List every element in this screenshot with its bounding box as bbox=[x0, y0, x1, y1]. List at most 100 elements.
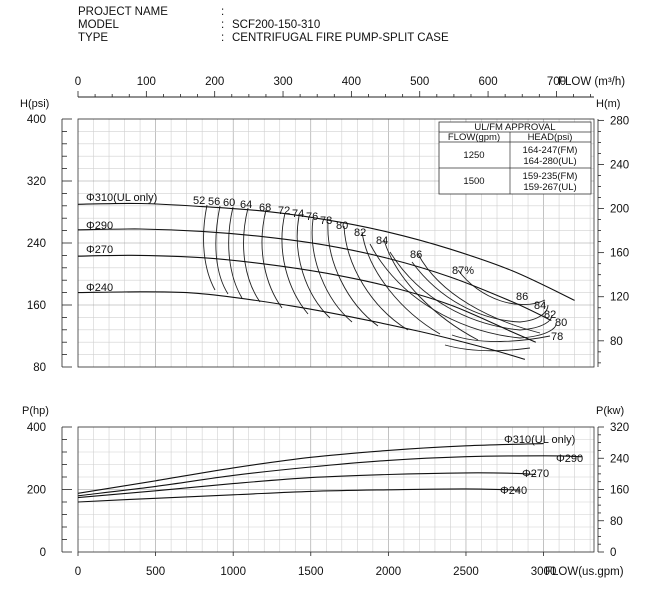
power-plot-frame bbox=[77, 426, 595, 553]
head-curve-2 bbox=[77, 254, 537, 343]
power-kw-tick-label: 240 bbox=[610, 453, 629, 465]
head-psi-tick-label: 240 bbox=[27, 238, 46, 250]
efficiency-isoline bbox=[369, 243, 557, 339]
efficiency-isolines bbox=[203, 204, 557, 352]
flow-gpm-tick-label: 500 bbox=[146, 566, 165, 578]
efficiency-isoline bbox=[417, 253, 541, 334]
efficiency-isoline bbox=[281, 212, 309, 315]
flow-m3h-axis: FLOW (m³/h) 0 100 200 300 400 500 600 700 bbox=[75, 76, 625, 98]
head-curve-label-310: Φ310(UL only) bbox=[86, 192, 157, 204]
approval-flow-1250: 1250 bbox=[463, 150, 484, 161]
flow-m3h-axis-label: FLOW (m³/h) bbox=[558, 76, 625, 88]
efficiency-isoline bbox=[215, 205, 229, 295]
model-value: SCF200-150-310 bbox=[232, 19, 321, 31]
head-curve-label-240: Φ240 bbox=[86, 282, 113, 294]
power-curves bbox=[77, 443, 583, 503]
power-curve-2 bbox=[77, 472, 536, 499]
head-m-tick-label: 80 bbox=[610, 336, 623, 348]
efficiency-label: 84 bbox=[534, 300, 546, 312]
flow-m3h-tick-label: 600 bbox=[478, 76, 497, 88]
efficiency-label: 60 bbox=[223, 197, 235, 209]
efficiency-isoline bbox=[296, 215, 331, 319]
flow-m3h-tick-label: 0 bbox=[75, 76, 81, 88]
project-name-colon: : bbox=[221, 6, 225, 18]
approval-col-flow: FLOW(gpm) bbox=[448, 132, 500, 143]
efficiency-label: 84 bbox=[376, 235, 388, 247]
efficiency-labels: 52 56 60 64 68 72 74 76 78 80 82 84 86 8… bbox=[193, 195, 567, 343]
efficiency-isoline bbox=[327, 221, 379, 327]
efficiency-label: 78 bbox=[551, 331, 563, 343]
efficiency-isoline bbox=[444, 344, 531, 352]
power-curve-3 bbox=[77, 488, 521, 503]
efficiency-label: 72 bbox=[278, 205, 290, 217]
head-psi-tick-label: 160 bbox=[27, 300, 46, 312]
power-curve-1 bbox=[77, 455, 583, 497]
efficiency-label: 82 bbox=[354, 227, 366, 239]
flow-gpm-tick-label: 2000 bbox=[376, 566, 402, 578]
head-curves bbox=[77, 202, 575, 360]
flow-gpm-tick-label: 2500 bbox=[453, 566, 479, 578]
efficiency-isoline bbox=[361, 231, 441, 335]
flow-m3h-tick-label: 100 bbox=[137, 76, 156, 88]
power-curve-label-270: Φ270 bbox=[522, 468, 549, 480]
efficiency-isoline bbox=[411, 261, 549, 323]
approval-col-head: HEAD(psi) bbox=[528, 132, 573, 143]
head-curve-1 bbox=[77, 228, 552, 321]
power-hp-tick-label: 200 bbox=[27, 485, 46, 497]
head-axes: H(psi) H(m) 80 160 240 320 400 80 120 160 200 240… bbox=[20, 98, 629, 374]
power-curve-label-240: Φ240 bbox=[500, 485, 527, 497]
power-kw-tick-label: 160 bbox=[610, 485, 629, 497]
efficiency-isoline bbox=[457, 269, 546, 306]
efficiency-isoline bbox=[243, 207, 261, 303]
efficiency-label: 86 bbox=[516, 291, 528, 303]
approval-head-ul-1500: 159-267(UL) bbox=[523, 182, 576, 193]
type-label: TYPE bbox=[78, 32, 109, 44]
efficiency-isoline bbox=[261, 209, 283, 309]
power-kw-tick-label: 80 bbox=[610, 516, 623, 528]
head-plot-frame bbox=[77, 118, 595, 368]
flow-gpm-tick-label: 0 bbox=[75, 566, 81, 578]
efficiency-label: 87% bbox=[452, 265, 474, 277]
power-curve-0 bbox=[77, 443, 544, 494]
head-curve-label-290: Φ290 bbox=[86, 220, 113, 232]
type-value: CENTRIFUGAL FIRE PUMP-SPLIT CASE bbox=[232, 32, 449, 44]
approval-head-ul-1250: 164-280(UL) bbox=[523, 156, 576, 167]
head-psi-tick-label: 80 bbox=[33, 362, 46, 374]
approval-title: UL/FM APPROVAL bbox=[474, 122, 555, 133]
efficiency-label: 64 bbox=[240, 199, 252, 211]
power-axes: P(hp) P(kw) 0 200 400 0 80 160 240 320 bbox=[22, 405, 629, 559]
efficiency-label: 80 bbox=[336, 220, 348, 232]
flow-gpm-axis-label: FLOW(us.gpm) bbox=[545, 566, 624, 578]
efficiency-label: 82 bbox=[544, 309, 556, 321]
power-hp-axis-label: P(hp) bbox=[22, 405, 49, 417]
efficiency-isoline bbox=[343, 225, 409, 331]
efficiency-label: 80 bbox=[555, 317, 567, 329]
project-name-label: PROJECT NAME bbox=[78, 6, 168, 18]
head-m-axis-label: H(m) bbox=[596, 98, 620, 110]
model-label: MODEL bbox=[78, 19, 119, 31]
efficiency-isoline bbox=[383, 239, 479, 341]
head-curve-3 bbox=[77, 291, 526, 360]
model-colon: : bbox=[221, 19, 225, 31]
efficiency-label: 86 bbox=[410, 249, 422, 261]
head-m-tick-label: 160 bbox=[610, 248, 629, 260]
power-kw-tick-label: 320 bbox=[610, 422, 629, 434]
head-psi-axis-label: H(psi) bbox=[20, 98, 49, 110]
efficiency-label: 56 bbox=[208, 196, 220, 208]
head-m-tick-label: 120 bbox=[610, 292, 629, 304]
flow-gpm-tick-label: 1000 bbox=[220, 566, 246, 578]
efficiency-label: 76 bbox=[306, 211, 318, 223]
efficiency-label: 68 bbox=[259, 202, 271, 214]
head-m-tick-label: 200 bbox=[610, 204, 629, 216]
power-curve-label-310: Φ310(UL only) bbox=[504, 434, 575, 446]
head-psi-tick-label: 320 bbox=[27, 176, 46, 188]
head-psi-tick-label: 400 bbox=[27, 114, 46, 126]
power-hp-tick-label: 0 bbox=[40, 547, 46, 559]
power-hp-tick-label: 400 bbox=[27, 422, 46, 434]
approval-table: UL/FM APPROVAL FLOW(gpm) HEAD(psi) 1250 … bbox=[438, 121, 592, 195]
flow-m3h-tick-label: 700 bbox=[547, 76, 566, 88]
head-curve-label-270: Φ270 bbox=[86, 244, 113, 256]
head-curve-0 bbox=[77, 202, 575, 301]
efficiency-isoline bbox=[451, 334, 551, 342]
